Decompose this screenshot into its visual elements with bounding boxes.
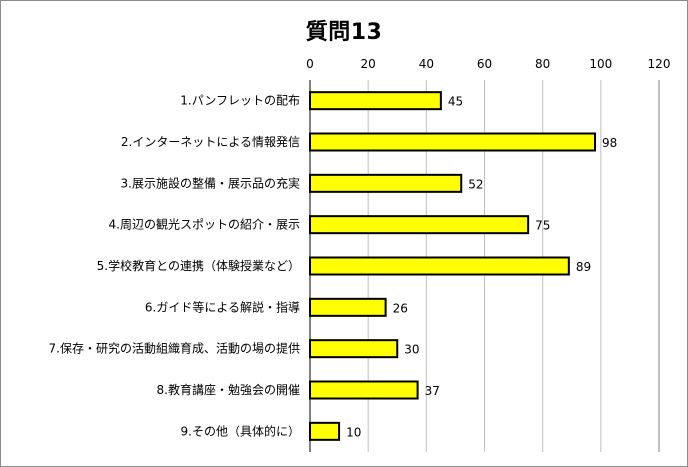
data-labels: 45 98 52 75 89 26 30 37 10: [346, 95, 617, 440]
chart-title: 質問13: [305, 20, 383, 45]
data-label: 98: [602, 136, 617, 150]
bar: [309, 339, 399, 359]
bars: [309, 80, 597, 452]
category-label: 9.その他（具体的に）: [181, 423, 300, 438]
data-label: 52: [468, 177, 483, 191]
data-label: 89: [576, 260, 591, 274]
data-label: 30: [404, 343, 419, 357]
x-tick-label: 0: [306, 57, 314, 71]
category-label: 7.保存・研究の活動組織育成、活動の場の提供: [49, 341, 300, 356]
category-label: 2.インターネットによる情報発信: [121, 135, 300, 149]
bar: [309, 132, 597, 152]
bar: [309, 421, 341, 441]
x-tick-label: 40: [419, 57, 434, 71]
x-tick-label: 100: [589, 57, 612, 71]
bar: [309, 380, 419, 400]
bar: [309, 256, 570, 276]
category-label: 4.周辺の観光スポットの紹介・展示: [109, 218, 300, 232]
bar: [309, 91, 442, 111]
x-tick-label: 20: [361, 57, 376, 71]
category-labels: 1.パンフレットの配布 2.インターネットによる情報発信 3.展示施設の整備・展示品…: [49, 94, 300, 439]
category-label: 8.教育講座・勉強会の開催: [157, 382, 300, 397]
x-tick-label: 80: [535, 57, 550, 71]
x-tick-labels: 0 20 40 60 80 100 120: [306, 57, 670, 71]
bar: [309, 215, 530, 235]
data-label: 26: [393, 301, 408, 315]
category-label: 1.パンフレットの配布: [180, 94, 300, 108]
data-label: 75: [535, 219, 550, 233]
bar: [309, 173, 463, 193]
data-label: 10: [346, 425, 361, 439]
x-tick-label: 120: [648, 57, 671, 71]
bar: [309, 297, 387, 317]
category-label: 3.展示施設の整備・展示品の充実: [121, 175, 300, 190]
data-label: 45: [448, 95, 463, 109]
data-label: 37: [425, 384, 440, 398]
category-label: 6.ガイド等による解説・指導: [145, 299, 300, 314]
x-tick-label: 60: [477, 57, 492, 71]
category-label: 5.学校教育との連携（体験授業など）: [97, 258, 300, 273]
